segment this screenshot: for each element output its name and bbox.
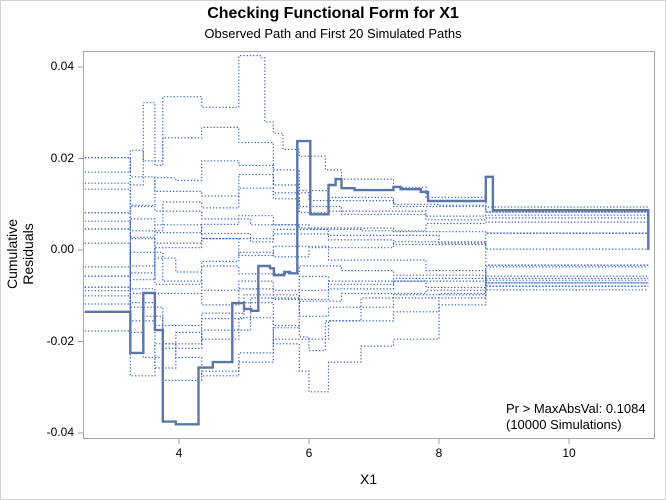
simulated-path-line bbox=[84, 218, 649, 266]
axis-ticks bbox=[78, 66, 570, 444]
x-tick-label: 4 bbox=[175, 446, 183, 460]
simulated-path-line bbox=[84, 266, 649, 369]
y-tick-label: -0.04 bbox=[46, 425, 74, 439]
simulated-path-line bbox=[84, 289, 649, 377]
simulated-path-line bbox=[84, 275, 649, 381]
pvalue-text: Pr > MaxAbsVal: 0.1084 bbox=[506, 401, 646, 416]
simulated-path-line bbox=[84, 279, 649, 393]
chart-title: Checking Functional Form for X1 bbox=[207, 5, 459, 22]
simulated-path-line bbox=[84, 238, 649, 297]
x-tick-label: 6 bbox=[305, 446, 313, 460]
simulated-path-line bbox=[84, 205, 649, 234]
simulated-path-line bbox=[84, 54, 649, 208]
simulated-path-line bbox=[84, 160, 649, 217]
simulated-path-line bbox=[84, 251, 649, 291]
x-axis-label: X1 bbox=[360, 471, 378, 487]
simulated-path-line bbox=[84, 126, 649, 213]
simulated-path-line bbox=[84, 242, 649, 322]
observed-path-line bbox=[84, 139, 650, 426]
simulated-paths bbox=[84, 54, 649, 393]
observed-path bbox=[84, 139, 650, 426]
x-tick-label: 8 bbox=[435, 446, 443, 460]
y-tick-label: 0.02 bbox=[50, 150, 74, 165]
simulated-path-line bbox=[84, 220, 649, 267]
chart-subtitle: Observed Path and First 20 Simulated Pat… bbox=[204, 26, 462, 41]
y-axis-label: Cumulative Residuals bbox=[4, 218, 36, 290]
plot-border bbox=[83, 51, 655, 439]
simulated-path-line bbox=[84, 277, 649, 345]
simulated-path-line bbox=[84, 212, 649, 244]
simulated-path-line bbox=[84, 228, 649, 281]
y-tick-label: -0.02 bbox=[46, 333, 74, 348]
x-tick-label: 10 bbox=[562, 446, 576, 460]
simulations-count-text: (10000 Simulations) bbox=[506, 417, 622, 432]
simulated-path-line bbox=[84, 236, 649, 292]
simulated-path-line bbox=[84, 157, 649, 213]
simulated-path-line bbox=[84, 173, 649, 232]
y-tick-label: 0.00 bbox=[50, 242, 74, 256]
y-tick-label: 0.04 bbox=[50, 59, 74, 73]
pvalue-annotation: Pr > MaxAbsVal: 0.1084 (10000 Simulation… bbox=[506, 401, 646, 433]
